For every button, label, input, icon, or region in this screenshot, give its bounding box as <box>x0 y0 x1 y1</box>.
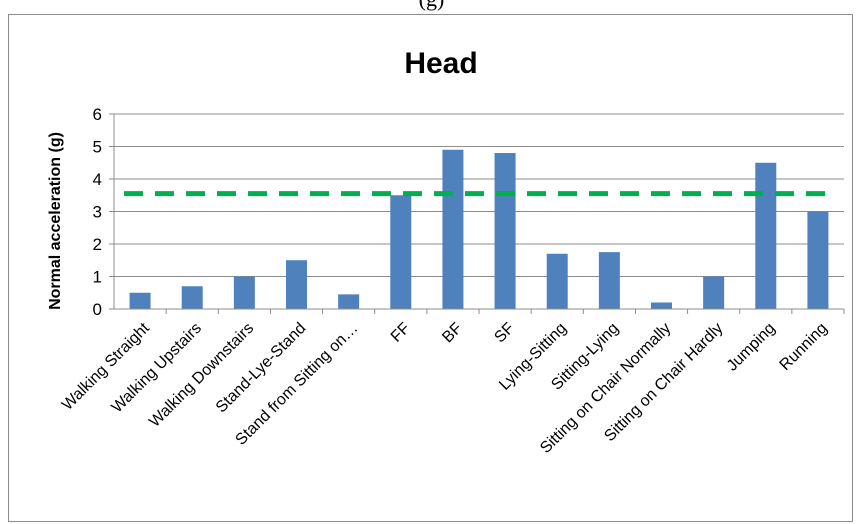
figure-caption: (g) <box>0 0 863 12</box>
y-tick-label: 4 <box>93 170 102 189</box>
y-tick-label: 5 <box>93 138 102 157</box>
y-axis-label: Normal acceleration (g) <box>47 132 64 310</box>
bar <box>390 195 412 309</box>
bar <box>703 276 725 309</box>
chart-frame: 0 1 2 3 4 5 6 Walking Straight Walking Upstairs W… <box>8 14 853 522</box>
bar <box>338 294 360 309</box>
y-tick-label: 6 <box>93 105 102 124</box>
bar <box>755 162 777 309</box>
bar <box>442 149 464 309</box>
x-tick-label: Stand-Lye-Stand <box>213 320 310 417</box>
bar <box>598 252 620 309</box>
bar <box>651 302 672 309</box>
y-tick-label: 3 <box>93 203 102 222</box>
bar <box>807 211 829 309</box>
x-tick-label: BF <box>439 320 466 347</box>
x-tick-label: Running <box>777 320 831 374</box>
bar <box>494 153 516 309</box>
chart-title: Head <box>404 47 477 80</box>
x-tick-label: SF <box>491 320 518 347</box>
y-tick-label: 0 <box>93 300 102 319</box>
x-tick-label: Walking Straight <box>59 319 153 413</box>
bar <box>233 276 255 309</box>
bar <box>546 253 568 309</box>
bar <box>286 260 307 309</box>
y-tick-label: 2 <box>93 235 102 254</box>
bars <box>129 149 829 309</box>
x-tick-label: Walking Upstairs <box>109 320 205 416</box>
bar <box>129 292 151 309</box>
y-tick-label: 1 <box>93 268 102 287</box>
x-tick-label: FF <box>388 320 414 346</box>
bar <box>181 286 203 309</box>
x-tick-label: Jumping <box>724 320 779 375</box>
